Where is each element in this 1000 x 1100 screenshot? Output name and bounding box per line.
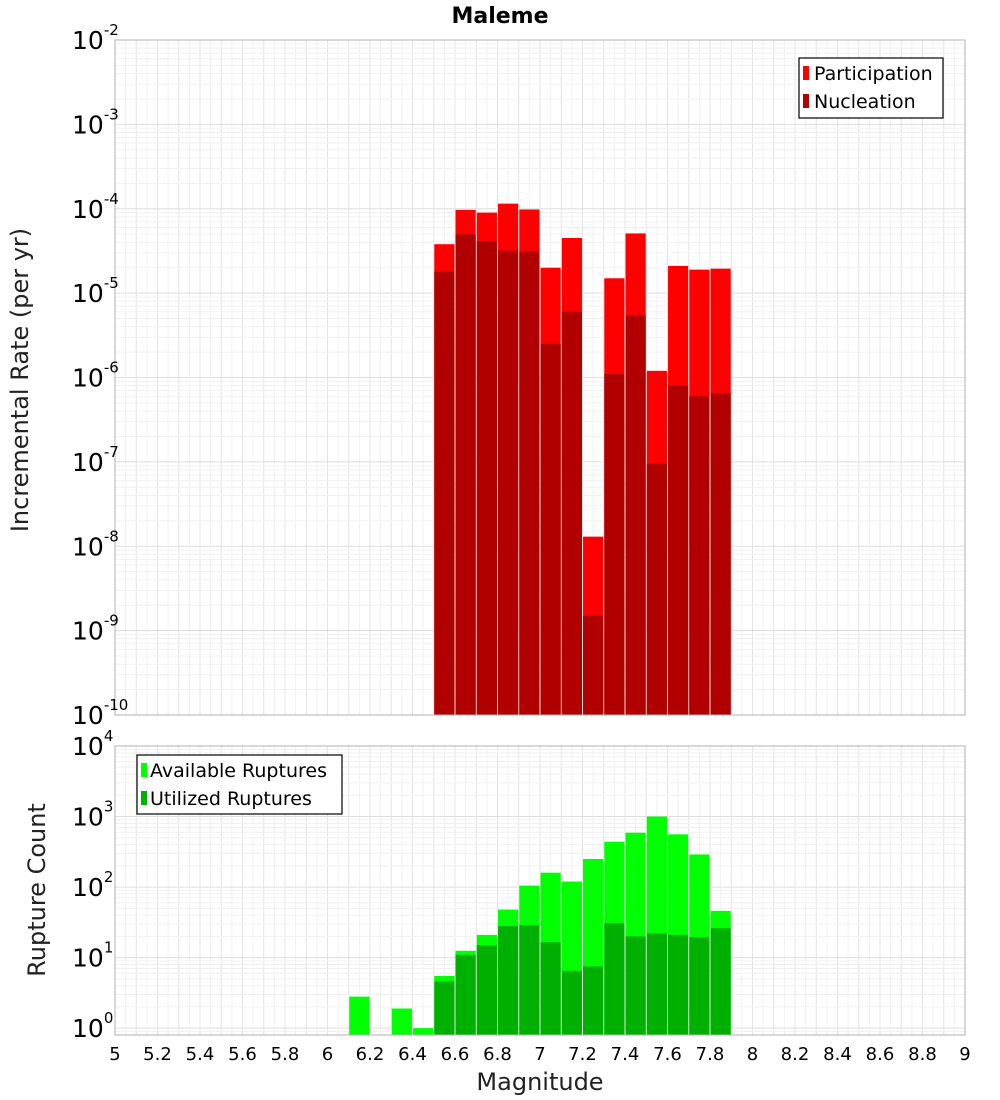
count-bar-utilized-ruptures bbox=[689, 937, 710, 1035]
x-tick-label: 5.4 bbox=[186, 1044, 215, 1065]
count-bar-utilized-ruptures bbox=[668, 934, 689, 1035]
rate-y-tick-label: 10-3 bbox=[72, 105, 119, 139]
count-bar-utilized-ruptures bbox=[519, 925, 540, 1035]
rate-plot-frame bbox=[114, 39, 966, 716]
legend-swatch-utilized bbox=[141, 791, 147, 805]
rate-bar-nucleation bbox=[583, 615, 604, 715]
magnitude-x-ticks: 5 5.2 5.4 5.6 5.8 6 6.2 6.4 6.6 6.8 7 7.2 7.4 7.6 7.8 8… bbox=[109, 1044, 970, 1065]
legend-label-available: Available Ruptures bbox=[150, 760, 327, 782]
count-bar-available-ruptures bbox=[349, 996, 370, 1035]
x-tick-label: 6.6 bbox=[441, 1044, 470, 1065]
legend-swatch-nucleation bbox=[803, 94, 809, 108]
x-tick-label: 6.8 bbox=[483, 1044, 512, 1065]
rate-y-tick-label: 10-9 bbox=[72, 612, 119, 646]
count-y-tick-label: 104 bbox=[72, 727, 113, 761]
x-tick-label: 8.6 bbox=[866, 1044, 895, 1065]
rate-y-tick-label: 10-4 bbox=[72, 190, 119, 224]
rate-y-tick-label: 10-7 bbox=[72, 443, 119, 477]
rate-y-tick-label: 10-2 bbox=[72, 21, 119, 55]
count-plot-frame bbox=[114, 745, 966, 1036]
rate-bar-nucleation bbox=[455, 234, 476, 715]
rate-bar-nucleation bbox=[646, 463, 667, 715]
x-tick-label: 5 bbox=[109, 1044, 120, 1065]
rate-bar-nucleation bbox=[604, 374, 625, 715]
legend-swatch-participation bbox=[803, 66, 809, 80]
rate-y-tick-label: 10-10 bbox=[72, 696, 128, 730]
rate-bar-nucleation bbox=[519, 251, 540, 715]
legend-swatch-available bbox=[141, 763, 147, 777]
count-bar-utilized-ruptures bbox=[476, 945, 497, 1035]
rate-bar-nucleation bbox=[476, 241, 497, 715]
rate-y-tick-label: 10-8 bbox=[72, 527, 119, 561]
rate-bar-nucleation bbox=[668, 385, 689, 715]
x-tick-label: 6 bbox=[322, 1044, 333, 1065]
rate-y-ticks: 10-10 10-9 10-8 10-7 10-6 10-5 10-4 10-3 10-2 bbox=[72, 21, 128, 730]
x-tick-label: 8 bbox=[747, 1044, 758, 1065]
count-bar-utilized-ruptures bbox=[625, 936, 646, 1035]
count-bar-utilized-ruptures bbox=[583, 966, 604, 1035]
rate-gridlines bbox=[114, 40, 966, 716]
rupture-count-panel: 100 101 102 103 104 5 5.2 5.4 5.6 5.8 6 6.2 6.4 6.6 6… bbox=[23, 727, 971, 1096]
x-tick-label: 8.2 bbox=[781, 1044, 810, 1065]
x-axis-label: Magnitude bbox=[476, 1068, 603, 1096]
rate-bar-nucleation bbox=[434, 271, 455, 715]
x-tick-label: 6.2 bbox=[356, 1044, 385, 1065]
count-bar-utilized-ruptures bbox=[540, 942, 561, 1035]
rate-y-axis-label: Incremental Rate (per yr) bbox=[6, 228, 34, 532]
legend-label-nucleation: Nucleation bbox=[814, 91, 916, 113]
x-tick-label: 7.4 bbox=[611, 1044, 640, 1065]
count-y-tick-label: 100 bbox=[72, 1009, 113, 1043]
rate-bar-nucleation bbox=[540, 343, 561, 715]
rate-y-tick-label: 10-5 bbox=[72, 274, 119, 308]
x-tick-label: 6.4 bbox=[398, 1044, 427, 1065]
count-y-tick-label: 101 bbox=[72, 939, 113, 973]
count-y-axis-label: Rupture Count bbox=[23, 803, 51, 977]
x-tick-label: 9 bbox=[959, 1044, 970, 1065]
rate-y-tick-label: 10-6 bbox=[72, 359, 119, 393]
count-bars bbox=[349, 816, 731, 1035]
count-y-tick-label: 103 bbox=[72, 798, 113, 832]
rate-legend: Participation Nucleation bbox=[798, 57, 944, 119]
x-tick-label: 5.2 bbox=[143, 1044, 172, 1065]
count-bar-utilized-ruptures bbox=[498, 926, 519, 1035]
rate-bar-nucleation bbox=[689, 396, 710, 715]
x-tick-label: 7.2 bbox=[568, 1044, 597, 1065]
count-bar-utilized-ruptures bbox=[561, 970, 582, 1035]
rate-bar-nucleation bbox=[561, 311, 582, 715]
count-y-tick-label: 102 bbox=[72, 868, 113, 902]
incremental-rate-panel: 10-10 10-9 10-8 10-7 10-6 10-5 10-4 10-3 10-2 In… bbox=[6, 21, 966, 730]
rate-bar-nucleation bbox=[498, 250, 519, 715]
x-tick-label: 5.6 bbox=[228, 1044, 257, 1065]
count-y-ticks: 100 101 102 103 104 bbox=[72, 727, 113, 1043]
x-tick-label: 8.4 bbox=[823, 1044, 852, 1065]
x-tick-label: 5.8 bbox=[271, 1044, 300, 1065]
count-bar-available-ruptures bbox=[391, 1008, 412, 1035]
count-bar-utilized-ruptures bbox=[455, 954, 476, 1035]
x-tick-label: 7 bbox=[534, 1044, 545, 1065]
rate-bars bbox=[434, 203, 731, 716]
rate-bar-nucleation bbox=[710, 393, 731, 715]
chart-title: Maleme bbox=[451, 4, 548, 29]
x-tick-label: 7.6 bbox=[653, 1044, 682, 1065]
legend-label-participation: Participation bbox=[814, 63, 933, 85]
count-bar-available-ruptures bbox=[413, 1028, 434, 1035]
count-bar-utilized-ruptures bbox=[434, 981, 455, 1035]
rate-legend-box bbox=[798, 57, 944, 119]
count-legend: Available Ruptures Utilized Ruptures bbox=[136, 754, 343, 815]
x-tick-label: 7.8 bbox=[696, 1044, 725, 1065]
legend-label-utilized: Utilized Ruptures bbox=[150, 788, 312, 810]
count-bar-utilized-ruptures bbox=[604, 922, 625, 1035]
count-bar-utilized-ruptures bbox=[710, 928, 731, 1035]
rate-bar-nucleation bbox=[625, 315, 646, 715]
count-legend-box bbox=[136, 754, 343, 815]
count-bar-utilized-ruptures bbox=[646, 933, 667, 1035]
x-tick-label: 8.8 bbox=[908, 1044, 937, 1065]
